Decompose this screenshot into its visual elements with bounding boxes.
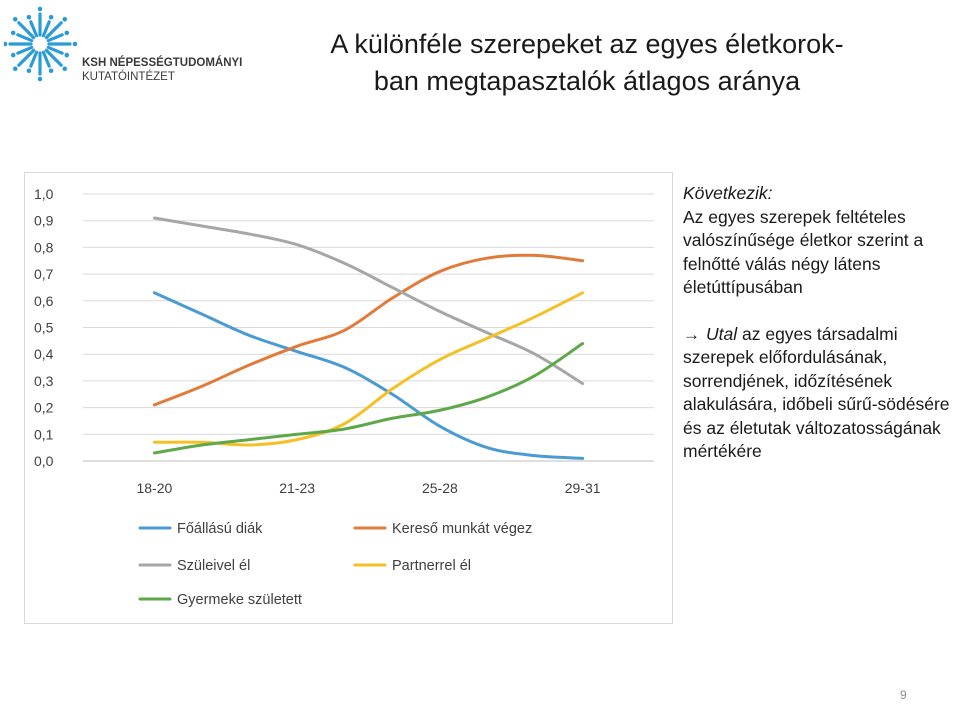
legend-label: Gyermeke született — [177, 592, 302, 608]
ksh-logo: KSH NÉPESSÉGTUDOMÁNYI KUTATÓINTÉZET — [2, 6, 254, 86]
y-tick-label: 0,2 — [34, 400, 54, 416]
logo-ray — [44, 21, 63, 40]
logo-dot — [62, 66, 68, 72]
legend-label: Partnerrel él — [392, 558, 471, 574]
logo-ray — [16, 33, 34, 43]
logo-dot — [48, 14, 54, 20]
logo-dot — [26, 14, 32, 20]
logo-dot — [37, 6, 43, 12]
line-chart: 0,0 0,1 0,2 0,3 0,4 0,5 0,6 0,7 0,8 0,9 1,0 18-20 21… — [34, 186, 654, 608]
logo-dot — [64, 52, 70, 58]
page-title: A különféle szerepeket az egyes életkoro… — [262, 26, 912, 100]
series-line-5 — [152, 342, 585, 455]
logo-line2: KUTATÓINTÉZET — [82, 70, 175, 83]
note-conclusion: → Utal az egyes társadalmi szerepek előfo… — [683, 323, 958, 464]
note-conclusion-text: az egyes társadalmi szerepek előfordulás… — [683, 323, 950, 462]
y-tick-label: 0,4 — [34, 346, 54, 362]
logo-dot — [37, 76, 43, 82]
y-tick-label: 0,8 — [34, 239, 54, 255]
y-tick-label: 0,9 — [34, 213, 54, 229]
y-tick-label: 0,3 — [34, 373, 54, 389]
series-line-1 — [152, 291, 585, 460]
title-line-1: A különféle szerepeket az egyes életkoro… — [330, 29, 844, 59]
series-line-4 — [152, 291, 585, 447]
title-line-2: ban megtapasztalók átlagos aránya — [373, 66, 801, 96]
logo-ray — [46, 33, 64, 43]
logo-dot — [12, 16, 18, 22]
legend-label: Kereső munkát végez — [392, 521, 532, 537]
logo-dot — [48, 68, 54, 74]
logo-dot — [64, 30, 70, 36]
logo-ray — [41, 50, 51, 68]
y-tick-label: 0,1 — [34, 426, 54, 442]
logo-dot — [10, 30, 16, 36]
arrow-right-icon: → — [683, 324, 700, 344]
series-line-3 — [152, 216, 585, 386]
y-tick-label: 0,7 — [34, 266, 54, 282]
x-tick-label: 29-31 — [565, 480, 601, 496]
logo-dot — [10, 52, 16, 58]
series-line-2 — [152, 253, 585, 407]
logo-line1: KSH NÉPESSÉGTUDOMÁNYI — [82, 56, 242, 69]
logo-ray — [29, 50, 39, 68]
chart-panel: 0,0 0,1 0,2 0,3 0,4 0,5 0,6 0,7 0,8 0,9 1,0 18-20 21… — [24, 172, 673, 624]
note-body: Az egyes szerepek feltételes valószínűsé… — [683, 206, 924, 298]
logo-dot — [62, 16, 68, 22]
logo-ray — [29, 20, 39, 38]
logo-dot — [26, 68, 32, 74]
page-number: 9 — [900, 688, 907, 702]
y-tick-label: 0,5 — [34, 320, 54, 336]
x-tick-label: 25-28 — [422, 480, 458, 496]
logo-ray — [17, 21, 36, 40]
note-utal: Utal — [706, 323, 738, 344]
y-tick-label: 1,0 — [34, 186, 54, 202]
logo-ray — [17, 48, 36, 67]
y-tick-label: 0,0 — [34, 453, 54, 469]
x-tick-label: 18-20 — [136, 480, 172, 496]
y-tick-label: 0,6 — [34, 293, 54, 309]
logo-dot — [12, 66, 18, 72]
logo-ray — [16, 45, 34, 55]
logo-ray — [44, 48, 63, 67]
logo-dot — [72, 41, 78, 47]
logo-ray — [46, 45, 64, 55]
logo-emblem-icon: KSH NÉPESSÉGTUDOMÁNYI KUTATÓINTÉZET — [2, 6, 242, 83]
logo-ray — [41, 20, 51, 38]
legend-label: Főállású diák — [177, 521, 263, 537]
note-heading: Következik: — [683, 183, 773, 203]
logo-dot — [2, 41, 8, 47]
legend-label: Szüleivel él — [177, 558, 250, 574]
side-notes: Következik: Az egyes szerepek feltételes… — [683, 182, 958, 464]
x-tick-label: 21-23 — [279, 480, 315, 496]
